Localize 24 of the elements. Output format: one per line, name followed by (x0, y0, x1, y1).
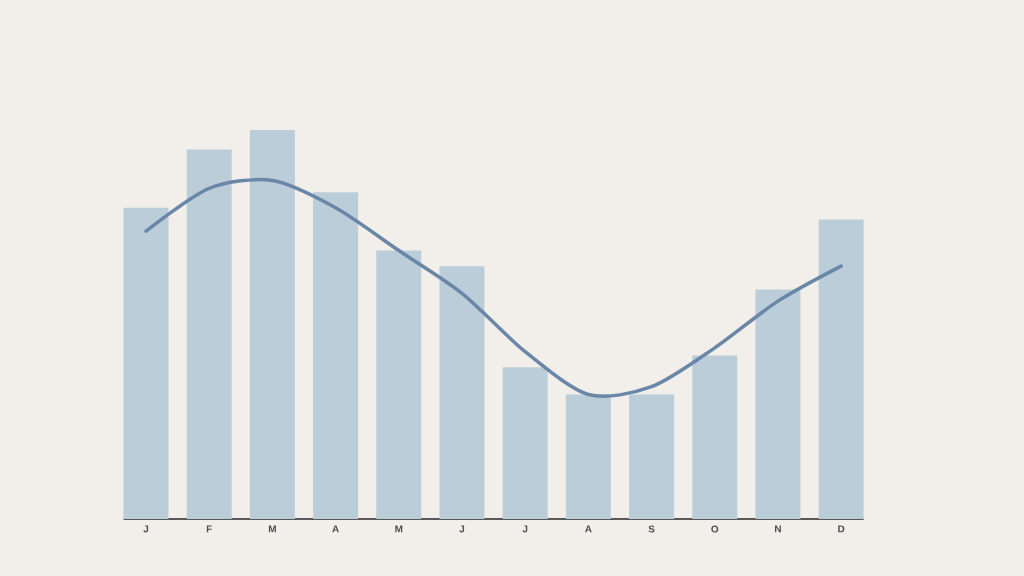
bar (692, 355, 738, 519)
bar (818, 219, 864, 519)
x-tick-label: M (395, 525, 403, 533)
bar (565, 394, 611, 519)
x-tick-label: D (838, 525, 845, 533)
x-tick-label: J (522, 525, 528, 533)
bar (186, 149, 232, 519)
bar (755, 289, 801, 519)
x-tick-label: A (585, 525, 592, 533)
bar (376, 250, 422, 519)
x-tick-label: F (206, 525, 212, 533)
x-tick-label: J (459, 525, 465, 533)
bar (502, 367, 548, 519)
bar (629, 394, 675, 519)
bar (249, 129, 295, 519)
bar (439, 266, 485, 519)
x-tick-label: J (143, 525, 149, 533)
bar (313, 192, 359, 519)
x-tick-label: O (711, 525, 719, 533)
x-tick-label: N (775, 525, 781, 533)
x-tick-label: A (332, 525, 339, 533)
bar (123, 207, 169, 519)
x-tick-label: S (648, 525, 655, 533)
x-tick-label: M (268, 525, 276, 533)
